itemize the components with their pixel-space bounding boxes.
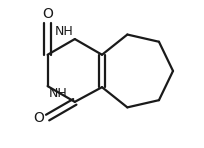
Text: NH: NH [55, 25, 74, 38]
Text: NH: NH [49, 87, 67, 100]
Text: O: O [42, 7, 53, 21]
Text: O: O [34, 111, 44, 125]
